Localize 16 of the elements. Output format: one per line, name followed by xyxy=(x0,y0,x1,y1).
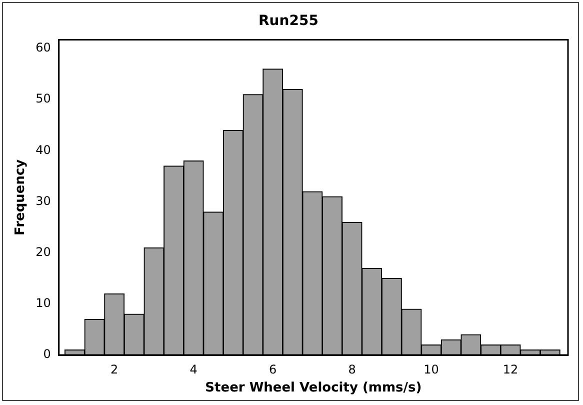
y-tick-label: 10 xyxy=(36,296,51,310)
x-tick-label: 2 xyxy=(110,362,118,376)
y-tick-label: 60 xyxy=(36,40,51,55)
x-axis-title: Steer Wheel Velocity (mms/s) xyxy=(205,380,422,396)
x-tick-label: 8 xyxy=(348,362,356,376)
y-tick-label: 40 xyxy=(36,142,51,157)
x-tick-label: 12 xyxy=(502,362,518,376)
x-tick-label: 10 xyxy=(424,362,439,376)
y-axis-title: Frequency xyxy=(13,158,28,236)
y-tick-label: 50 xyxy=(36,92,51,106)
y-tick-label: 30 xyxy=(36,194,51,208)
chart-title: Run255 xyxy=(258,13,318,30)
y-tick-label: 20 xyxy=(36,244,51,259)
x-tick-label: 6 xyxy=(269,362,277,376)
y-tick-label: 0 xyxy=(43,347,51,362)
x-tick-label: 4 xyxy=(190,362,198,376)
